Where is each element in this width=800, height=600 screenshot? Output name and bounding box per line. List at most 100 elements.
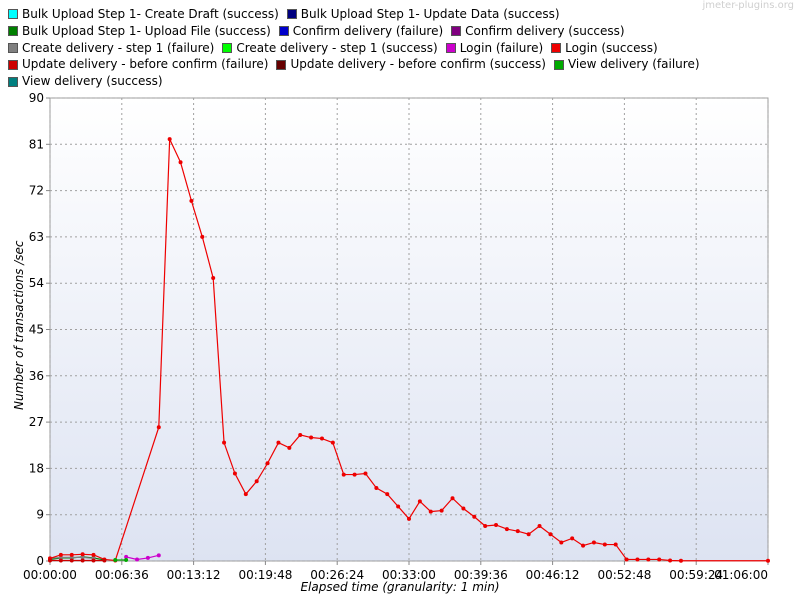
y-axis-label: Number of transactions /sec (12, 240, 26, 410)
legend-item: Bulk Upload Step 1- Upload File (success… (8, 23, 271, 40)
data-point (69, 558, 74, 563)
data-point (591, 540, 596, 545)
data-point (678, 558, 683, 563)
x-tick-label: 00:59:24 (669, 568, 723, 582)
legend-swatch (278, 26, 289, 37)
data-point (668, 558, 673, 563)
data-point (80, 552, 85, 557)
data-point (58, 552, 63, 557)
x-tick-label: 00:26:24 (310, 568, 364, 582)
legend-item: Confirm delivery (failure) (278, 23, 444, 40)
data-point (570, 536, 575, 541)
data-point (156, 553, 161, 558)
legend-label: Bulk Upload Step 1- Upload File (success… (22, 23, 271, 38)
x-axis-ticks: 00:00:00 00:06:36 00:13:12 00:19:48 00:26:24… (23, 561, 769, 582)
y-tick-label: 0 (36, 554, 44, 568)
legend-item: Confirm delivery (success) (451, 23, 625, 40)
series-line (126, 554, 159, 561)
data-point (58, 558, 63, 563)
x-axis-label: Elapsed time (granularity: 1 min) (300, 580, 500, 594)
legend-label: View delivery (success) (22, 74, 163, 89)
y-tick-label: 54 (29, 276, 44, 290)
legend-label: Bulk Upload Step 1- Create Draft (succes… (22, 7, 279, 21)
legend-item: Create delivery - step 1 (failure) (8, 40, 214, 57)
legend-label: Confirm delivery (failure) (292, 23, 444, 38)
data-point (145, 555, 150, 560)
data-point (374, 485, 379, 490)
data-point (48, 558, 52, 563)
watermark: jmeter-plugins.org (702, 0, 794, 11)
data-point (559, 540, 564, 545)
y-tick-label: 18 (29, 461, 44, 475)
data-point (613, 542, 618, 547)
x-tick-label: 00:39:36 (454, 568, 508, 582)
data-point (494, 522, 499, 527)
legend-label: Update delivery - before confirm (failur… (22, 57, 269, 72)
legend-swatch (8, 9, 18, 20)
data-point (91, 558, 96, 563)
legend-label: Create delivery - step 1 (success) (236, 40, 438, 55)
series-group (48, 137, 770, 563)
legend-item: Create delivery - step 1 (success) (222, 40, 438, 57)
data-point (635, 557, 640, 562)
series-8 (48, 137, 770, 563)
data-point (287, 445, 292, 450)
x-tick-label: 00:13:12 (167, 568, 221, 582)
data-point (417, 499, 422, 504)
data-point (222, 440, 227, 445)
legend-label: Bulk Upload Step 1- Update Data (success… (300, 7, 560, 21)
legend-swatch (8, 26, 18, 37)
data-point (352, 472, 357, 477)
data-point (135, 557, 140, 562)
x-tick-label: 00:33:00 (382, 568, 436, 582)
legend-swatch (551, 42, 562, 53)
data-point (646, 557, 651, 562)
legend: Bulk Upload Step 1- Create Draft (succes… (8, 6, 708, 90)
legend-item: Update delivery - before confirm (failur… (8, 56, 268, 73)
y-tick-label: 36 (29, 369, 44, 383)
data-point (319, 436, 324, 441)
data-point (526, 532, 531, 537)
y-tick-label: 63 (29, 230, 44, 244)
data-point (581, 543, 586, 548)
legend-swatch (8, 59, 18, 70)
legend-swatch (451, 26, 462, 37)
data-point (504, 527, 509, 532)
data-point (548, 532, 553, 537)
legend-swatch (222, 42, 233, 53)
data-point (766, 558, 770, 563)
legend-label: Create delivery - step 1 (failure) (22, 40, 215, 55)
data-point (298, 432, 303, 437)
data-point (309, 435, 314, 440)
data-point (102, 558, 107, 563)
legend-label: View delivery (failure) (567, 57, 700, 72)
y-tick-label: 9 (36, 508, 44, 522)
data-point (450, 496, 455, 501)
legend-swatch (286, 9, 297, 20)
data-point (602, 542, 607, 547)
x-tick-label: 01:06:00 (714, 568, 768, 582)
x-tick-label: 00:46:12 (526, 568, 580, 582)
data-point (624, 557, 629, 562)
data-point (189, 198, 194, 203)
data-point (483, 524, 488, 529)
y-tick-label: 45 (29, 323, 44, 337)
legend-swatch (8, 76, 18, 87)
data-point (80, 558, 85, 563)
legend-item: Bulk Upload Step 1- Update Data (success… (286, 6, 560, 23)
data-point (439, 508, 444, 513)
legend-label: Login (success) (565, 40, 658, 55)
legend-label: Update delivery - before confirm (succes… (290, 57, 546, 72)
data-point (80, 555, 85, 560)
data-point (200, 234, 205, 239)
data-point (341, 472, 346, 477)
data-point (385, 492, 390, 497)
data-point (265, 461, 270, 466)
x-tick-label: 00:52:48 (597, 568, 651, 582)
series-7 (124, 553, 161, 562)
data-point (91, 552, 96, 557)
legend-item: Login (failure) (445, 40, 543, 57)
data-point (178, 160, 183, 165)
legend-swatch (8, 42, 18, 53)
